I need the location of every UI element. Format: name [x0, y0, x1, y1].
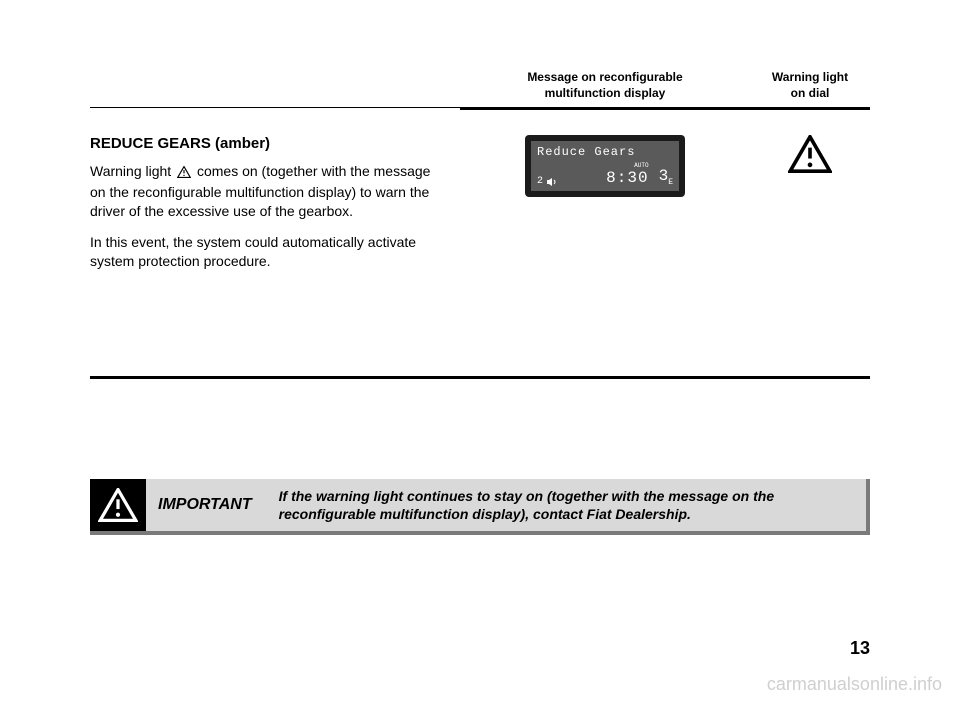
display-left-small: 2: [537, 176, 543, 187]
important-warning-icon: [90, 479, 146, 531]
warning-triangle-inline-icon: [177, 164, 191, 183]
important-text: If the warning light continues to stay o…: [265, 479, 866, 531]
section-title: REDUCE GEARS (amber): [90, 135, 440, 152]
important-label: IMPORTANT: [146, 479, 265, 531]
section-para-1: Warning light comes on (together with th…: [90, 162, 440, 221]
page-number: 13: [850, 638, 870, 659]
speaker-icon: [546, 177, 558, 187]
header-rule: [90, 101, 870, 110]
display-top-text: Reduce Gears: [537, 145, 673, 159]
header-warning: Warning light on dial: [750, 70, 870, 101]
header-message: Message on reconfigurable multifunction …: [460, 70, 750, 101]
message-column: Reduce Gears 2 AUTO 8:30 3E: [460, 135, 750, 370]
display-gear: 3E: [659, 167, 673, 187]
bottom-rule: [90, 370, 870, 379]
watermark: carmanualsonline.info: [767, 674, 942, 695]
warning-triangle-icon: [788, 135, 832, 173]
description-column: REDUCE GEARS (amber) Warning light comes…: [90, 135, 460, 370]
display-time: 8:30: [606, 169, 648, 187]
warning-light-column: [750, 135, 870, 370]
important-callout: IMPORTANT If the warning light continues…: [90, 479, 870, 535]
table-header-row: Message on reconfigurable multifunction …: [90, 70, 870, 101]
multifunction-display: Reduce Gears 2 AUTO 8:30 3E: [525, 135, 685, 197]
section-para-2: In this event, the system could automati…: [90, 233, 440, 271]
content-row: REDUCE GEARS (amber) Warning light comes…: [90, 110, 870, 370]
